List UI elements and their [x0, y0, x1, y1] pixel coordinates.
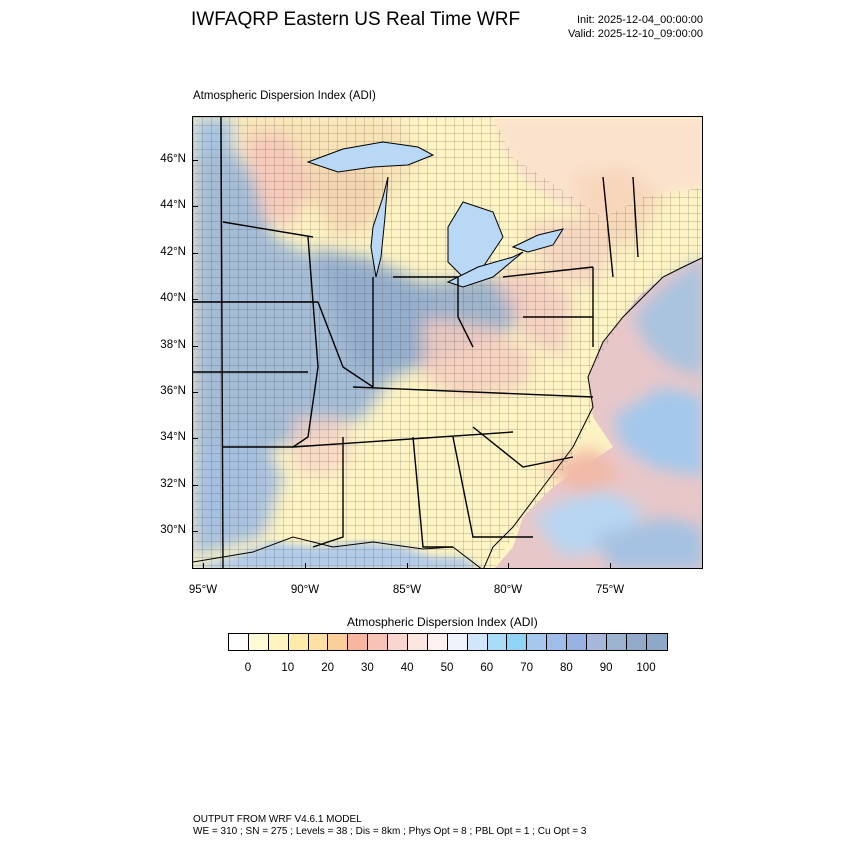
lon-tick	[203, 563, 204, 569]
atlantic-coastline	[483, 257, 702, 568]
lake-superior	[306, 141, 435, 173]
adi-map	[192, 116, 703, 569]
colorbar-box	[388, 634, 409, 650]
colorbar-box	[348, 634, 369, 650]
lon-tick	[407, 563, 408, 569]
colorbar-box	[427, 634, 448, 650]
map-subtitle: Atmospheric Dispersion Index (ADI)	[193, 90, 376, 102]
lon-label: 85°W	[392, 584, 422, 596]
lake-huron	[447, 201, 504, 278]
lon-tick	[305, 563, 306, 569]
colorbar-box	[487, 634, 508, 650]
colorbar-box	[587, 634, 607, 650]
lon-tick	[610, 563, 611, 569]
colorbar-box	[368, 634, 389, 650]
colorbar-box	[626, 634, 647, 650]
lat-label: 34°N	[160, 431, 186, 444]
colorbar-box	[606, 634, 627, 650]
colorbar-box	[268, 634, 289, 650]
lon-label: 75°W	[595, 584, 625, 596]
lat-tick	[192, 160, 198, 161]
colorbar-tick-label: 40	[400, 662, 414, 674]
init-time: Init: 2025-12-04_00:00:00	[577, 14, 703, 26]
lat-label: 36°N	[160, 385, 186, 397]
colorbar-box	[467, 634, 488, 650]
colorbar-tick-label: 20	[321, 662, 334, 674]
lat-tick	[192, 531, 198, 533]
lat-tick	[192, 345, 198, 347]
footer-config: WE = 310 ; SN = 275 ; Levels = 38 ; Dis …	[193, 826, 587, 837]
lat-label: 38°N	[160, 338, 186, 351]
lake-ontario	[511, 228, 565, 253]
lat-tick	[192, 438, 198, 440]
footer-model: OUTPUT FROM WRF V4.6.1 MODEL	[193, 814, 362, 825]
colorbar-box	[646, 634, 667, 650]
colorbar-tick-label: 100	[636, 662, 656, 674]
colorbar-box	[328, 634, 349, 650]
lake-erie	[446, 251, 524, 288]
great-lakes	[306, 141, 565, 288]
colorbar-tick-label: 30	[360, 662, 374, 674]
colorbar-box	[547, 634, 568, 650]
chart-title: IWFAQRP Eastern US Real Time WRF	[191, 9, 521, 30]
lat-label: 44°N	[160, 199, 186, 212]
run-times: Init: 2025-12-04_00:00:00 Valid: 2025-12…	[568, 13, 703, 41]
adi-map-svg	[193, 117, 702, 568]
lat-tick	[192, 299, 198, 301]
lat-label: 30°N	[160, 524, 186, 537]
lat-tick	[192, 252, 198, 254]
colorbar-box	[447, 634, 468, 650]
lat-tick	[192, 206, 198, 208]
lat-label: 32°N	[160, 477, 186, 490]
lon-tick	[508, 563, 509, 569]
colorbar	[228, 633, 668, 651]
colorbar-box	[408, 634, 428, 650]
lake-michigan	[370, 176, 389, 278]
lat-tick	[192, 392, 198, 393]
county-lines	[193, 117, 702, 568]
lat-tick	[192, 484, 198, 486]
colorbar-box	[308, 634, 329, 650]
lat-label: 42°N	[160, 245, 186, 258]
state-borders	[193, 117, 639, 568]
colorbar-box	[288, 634, 309, 650]
colorbar-tick-label: 10	[281, 662, 295, 674]
lat-label: 40°N	[160, 292, 186, 305]
gulf-coastline	[193, 536, 482, 568]
colorbar-tick-label: 50	[440, 662, 454, 674]
colorbar-box	[248, 634, 269, 650]
colorbar-tick-label: 60	[480, 662, 494, 674]
colorbar-title: Atmospheric Dispersion Index (ADI)	[347, 615, 538, 629]
colorbar-tick-label: 0	[244, 662, 252, 674]
colorbar-tick-label: 70	[520, 662, 533, 674]
colorbar-tick-label: 80	[559, 662, 573, 674]
lon-label: 80°W	[493, 584, 523, 596]
colorbar-box	[527, 634, 548, 650]
colorbar-tick-label: 90	[599, 662, 613, 674]
lon-label: 90°W	[290, 584, 320, 596]
colorbar-box	[567, 634, 588, 650]
lon-label: 95°W	[188, 584, 218, 596]
valid-time: Valid: 2025-12-10_09:00:00	[568, 28, 703, 40]
colorbar-box	[507, 634, 528, 650]
colorbar-box	[229, 634, 249, 650]
lat-label: 46°N	[160, 153, 186, 165]
